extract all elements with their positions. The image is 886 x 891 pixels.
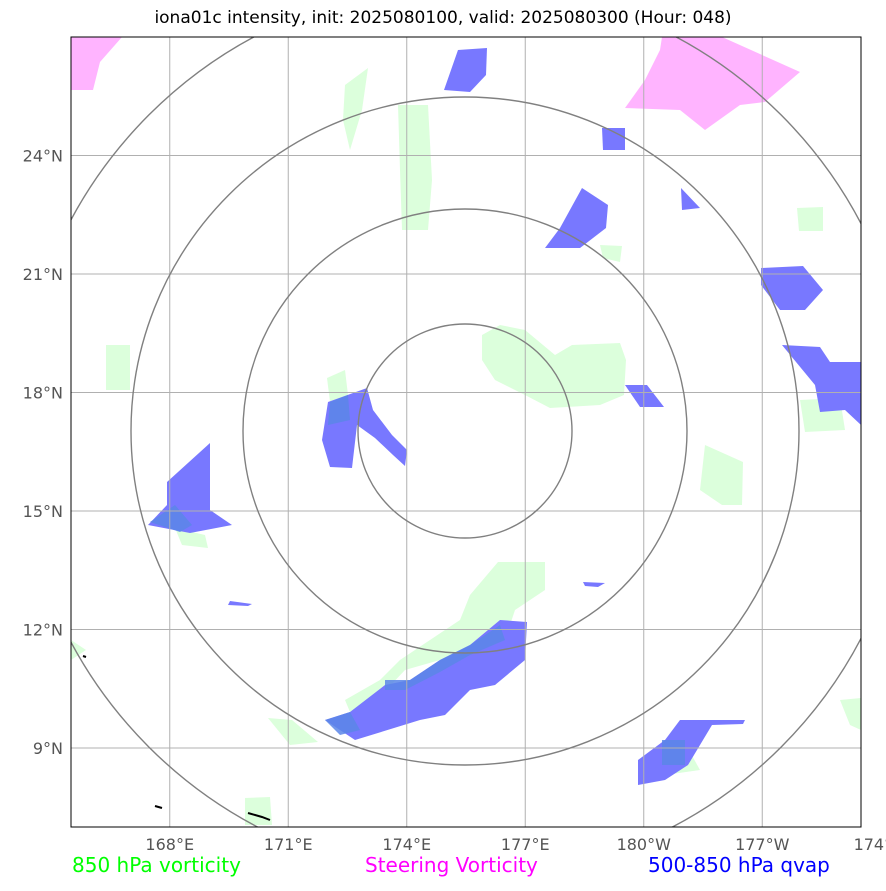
vorticity-area: [840, 698, 861, 730]
vorticity-area: [398, 105, 432, 230]
island-marks: [82, 655, 271, 821]
range-ring: [71, 37, 861, 827]
longitude-labels: 168°E 171°E 174°E 177°E 180°W 177°W 174°W: [145, 835, 886, 854]
longitude-label: 177°E: [501, 835, 550, 854]
qvap-area: [322, 388, 407, 468]
vorticity-area: [175, 528, 208, 548]
qvap-area: [761, 266, 823, 310]
legend-850-vorticity: 850 hPa vorticity: [72, 853, 241, 877]
qvap-area: [228, 601, 252, 606]
steering-area: [71, 37, 122, 90]
vorticity-area: [600, 245, 622, 262]
island-mark: [247, 812, 271, 821]
legend-qvap: 500-850 hPa qvap: [648, 853, 830, 877]
graticule: [71, 37, 861, 827]
longitude-label: 174°E: [382, 835, 431, 854]
map-frame: [70, 36, 862, 828]
qvap-area: [625, 385, 664, 407]
steering-area: [625, 37, 800, 130]
vorticity-area: [106, 345, 130, 390]
qvap-area: [782, 345, 861, 425]
island-mark: [154, 805, 163, 809]
overlap-area: [385, 625, 505, 690]
vorticity-area: [327, 370, 348, 402]
qvap-area: [638, 720, 745, 785]
qvap-area: [545, 188, 608, 248]
overlap-area: [325, 712, 360, 735]
vorticity-850-areas: [71, 68, 861, 825]
overlap-area: [328, 395, 350, 425]
qvap-area: [583, 582, 605, 587]
steering-vorticity-areas: [71, 37, 800, 130]
longitude-label: 177°W: [735, 835, 790, 854]
longitude-label: 174°W: [854, 835, 886, 854]
latitude-label: 21°N: [23, 265, 63, 284]
qvap-area: [681, 188, 700, 210]
range-rings: [71, 37, 861, 827]
longitude-label: 168°E: [145, 835, 194, 854]
range-ring: [357, 323, 573, 539]
island-mark: [82, 655, 87, 658]
latitude-label: 15°N: [23, 502, 63, 521]
range-ring: [130, 96, 800, 766]
vorticity-area: [797, 207, 823, 231]
range-ring: [242, 208, 688, 654]
latitude-label: 18°N: [23, 384, 63, 403]
overlap-area: [150, 505, 192, 532]
latitude-label: 12°N: [23, 621, 63, 640]
vorticity-area: [268, 718, 318, 745]
chart-title: iona01c intensity, init: 2025080100, val…: [154, 8, 732, 28]
overlap-areas: [150, 395, 685, 765]
vorticity-area: [700, 445, 743, 505]
vorticity-area: [345, 562, 545, 712]
vorticity-area: [482, 325, 626, 408]
longitude-label: 171°E: [264, 835, 313, 854]
latitude-label: 9°N: [33, 739, 63, 758]
map-field-layers: [71, 37, 861, 827]
qvap-areas: [148, 48, 861, 785]
qvap-area: [444, 48, 487, 92]
latitude-labels: 24°N 21°N 18°N 15°N 12°N 9°N: [23, 147, 63, 759]
latitude-label: 24°N: [23, 147, 63, 166]
vorticity-area: [245, 797, 272, 825]
vorticity-area: [343, 68, 368, 150]
qvap-area: [602, 128, 625, 150]
overlap-area: [662, 740, 685, 765]
longitude-label: 180°W: [617, 835, 672, 854]
legend-steering-vorticity: Steering Vorticity: [365, 853, 538, 877]
vorticity-area: [71, 640, 86, 660]
